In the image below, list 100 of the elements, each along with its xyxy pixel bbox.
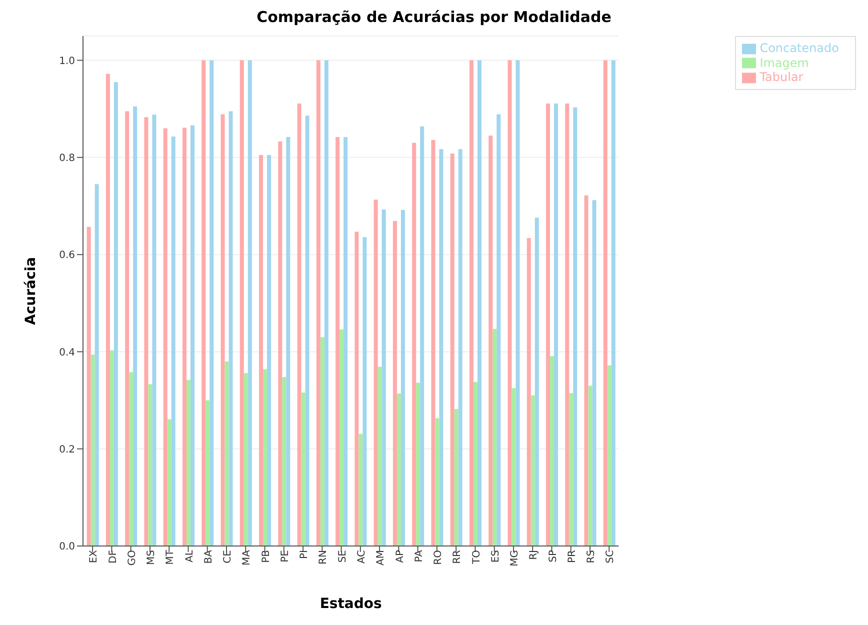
bar (374, 200, 378, 546)
bar (569, 393, 574, 546)
bar (378, 366, 382, 546)
bar (588, 386, 592, 546)
bar (305, 116, 310, 546)
bar (358, 434, 363, 546)
bar (210, 60, 214, 546)
bar (129, 372, 134, 546)
bar (382, 209, 386, 546)
x-tick-label: TO (471, 550, 482, 565)
x-tick-label: PB (260, 550, 272, 563)
y-tick-label: 0.4 (59, 347, 75, 358)
x-tick-label: ES (490, 550, 502, 563)
bar (324, 60, 328, 546)
bar (454, 409, 458, 546)
x-tick-label: RJ (528, 550, 540, 560)
x-tick-label: PA (414, 550, 425, 562)
y-tick-label: 0.6 (59, 250, 75, 262)
bar (228, 111, 233, 546)
x-tick-label: CE (222, 550, 234, 564)
bar (297, 104, 302, 546)
bar (496, 114, 501, 546)
y-axis-title: Acurácia (22, 257, 39, 325)
bar (344, 137, 348, 546)
bar (267, 155, 272, 546)
bar (354, 232, 359, 546)
bar (396, 393, 401, 546)
bar (362, 237, 367, 546)
bar (573, 107, 578, 546)
bar (94, 184, 99, 546)
x-tick-label: MT (165, 549, 176, 565)
x-tick-label: AM (376, 550, 387, 566)
bar (152, 114, 156, 546)
bar (202, 60, 206, 546)
x-tick-label: GO (126, 550, 138, 566)
x-tick-label: SC (605, 550, 616, 564)
x-tick-label: RN (318, 550, 330, 564)
bar (286, 137, 290, 546)
bar (530, 395, 535, 546)
x-tick-label: MA (242, 550, 253, 566)
bar (220, 114, 225, 546)
bar (133, 106, 138, 546)
bar (534, 218, 539, 546)
bar (420, 126, 424, 546)
bar (603, 60, 608, 546)
bar (508, 60, 512, 546)
bar (565, 104, 570, 546)
bar (400, 210, 405, 546)
bar (182, 128, 186, 546)
bar (263, 369, 268, 546)
bar (584, 195, 588, 546)
bar (282, 376, 286, 546)
bar (526, 238, 531, 546)
bar (392, 221, 397, 546)
bar (167, 419, 172, 546)
y-tick-label: 0.8 (59, 152, 75, 164)
bar (125, 111, 130, 546)
bar (473, 382, 478, 546)
bar (110, 350, 114, 546)
bar (171, 136, 176, 546)
bar (550, 356, 554, 546)
bar (144, 117, 148, 546)
bar (163, 128, 168, 546)
legend-label: Tabular (760, 70, 804, 84)
bar (106, 74, 110, 546)
y-tick-label: 1.0 (59, 56, 75, 67)
bar (301, 392, 306, 546)
bar (336, 137, 340, 546)
x-tick-label: RR (452, 550, 464, 564)
bar (244, 373, 248, 546)
bar (186, 380, 190, 546)
bar (114, 82, 118, 546)
x-tick-label: EX (88, 550, 100, 564)
x-tick-label: SE (337, 550, 348, 563)
bar (611, 60, 616, 546)
bar (340, 329, 344, 546)
bar (259, 155, 264, 546)
bar (477, 60, 482, 546)
bar (148, 384, 152, 546)
bar (412, 142, 416, 546)
bar (316, 60, 320, 546)
bar (206, 400, 210, 546)
bar (492, 328, 497, 546)
bar (416, 382, 420, 546)
bar (248, 60, 252, 546)
y-tick-label: 0.2 (59, 444, 75, 456)
x-tick-label: PI (299, 550, 310, 559)
bar (439, 149, 444, 546)
bar (320, 337, 324, 546)
bar (240, 60, 244, 546)
bar (435, 418, 440, 546)
x-tick-label: PR (566, 550, 578, 563)
bar (512, 388, 516, 546)
legend-label: Concatenado (760, 41, 839, 55)
bar (516, 60, 520, 546)
x-tick-label: AC (356, 550, 368, 564)
chart-title: Comparação de Acurácias por Modalidade (256, 8, 612, 26)
bar (90, 354, 95, 546)
bar (488, 136, 493, 546)
legend-label: Imagem (760, 56, 809, 70)
